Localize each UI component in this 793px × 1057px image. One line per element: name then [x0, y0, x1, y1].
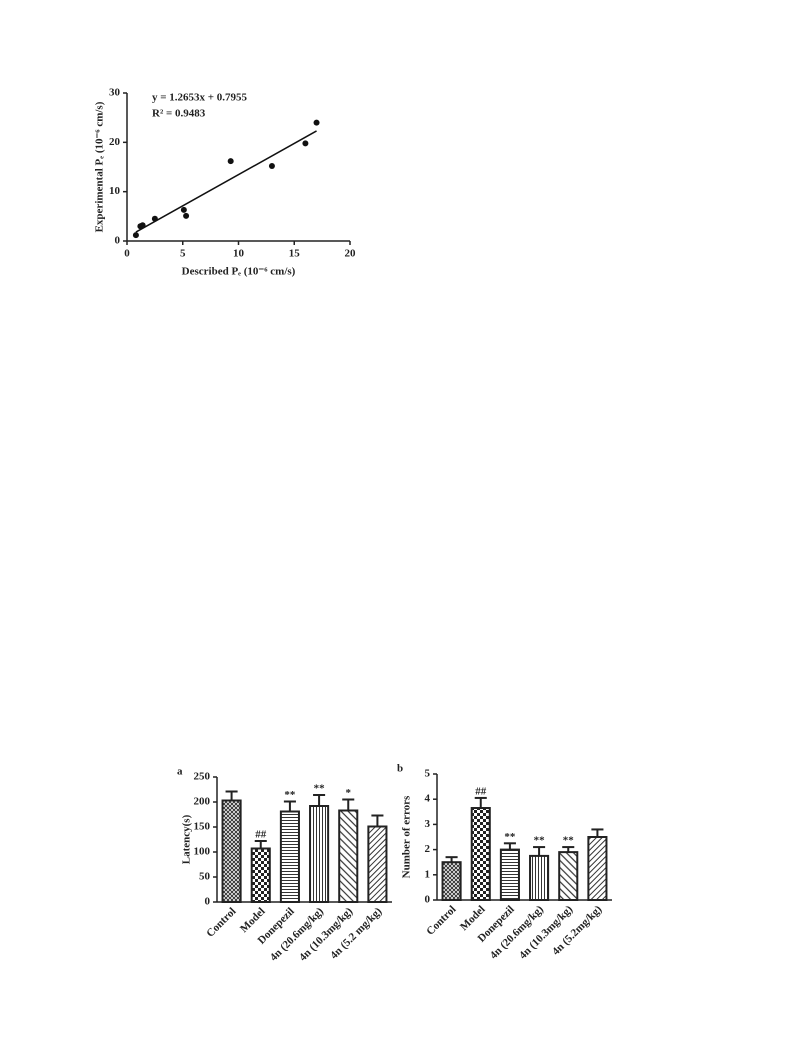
bar	[470, 807, 491, 902]
y-tick-label: 30	[109, 87, 121, 99]
panel-label: a	[177, 766, 183, 778]
bar	[338, 809, 359, 903]
y-tick-label: 150	[194, 821, 211, 833]
y-tick-label: 1	[425, 868, 431, 880]
y-tick-label: 50	[199, 871, 211, 883]
point	[180, 206, 187, 213]
bar	[367, 825, 388, 903]
y-tick-label: 10	[109, 185, 121, 197]
x-tick-label: Control	[204, 905, 238, 939]
x-tick-label: Control	[424, 903, 458, 937]
bar	[250, 847, 271, 903]
x-tick-label: 20	[345, 248, 357, 260]
bar	[309, 805, 330, 903]
x-tick-label: 15	[289, 248, 301, 260]
significance-label: **	[534, 835, 546, 847]
annotation: R² = 0.9483	[152, 108, 206, 120]
point	[268, 163, 275, 170]
bar	[587, 836, 608, 901]
y-tick-label: 0	[115, 235, 121, 247]
significance-label: **	[563, 835, 575, 847]
x-tick-label: 0	[124, 248, 130, 260]
y-tick-label: 3	[425, 818, 431, 830]
point	[151, 215, 158, 222]
y-tick-label: 4	[425, 793, 431, 805]
regression-line	[135, 130, 317, 233]
y-tick-label: 5	[425, 768, 431, 780]
x-tick-label: 10	[233, 248, 245, 260]
y-axis-label: Latency(s)	[181, 814, 193, 864]
bar	[558, 851, 579, 901]
y-axis-label: Number of errors	[401, 795, 413, 878]
point	[302, 140, 309, 147]
significance-label: *	[346, 787, 352, 799]
point	[132, 232, 139, 239]
significance-label: **	[284, 789, 296, 801]
y-axis-label: Experimental Pₑ (10⁻⁶ cm/s)	[94, 101, 106, 232]
point	[139, 222, 146, 229]
significance-label: **	[314, 783, 326, 795]
x-tick-label: 4n (5.2 mg/kg)	[328, 905, 384, 961]
bar	[499, 848, 520, 901]
significance-label: ##	[475, 785, 487, 797]
y-tick-label: 20	[109, 136, 121, 148]
x-axis-label: Described Pₑ (10⁻⁶ cm/s)	[182, 266, 296, 278]
y-tick-label: 2	[425, 843, 431, 855]
y-tick-label: 0	[205, 896, 211, 908]
bar	[441, 861, 462, 902]
y-tick-label: 0	[425, 894, 431, 906]
bar	[529, 854, 550, 902]
annotation: y = 1.2653x + 0.7955	[152, 92, 248, 104]
y-tick-label: 100	[194, 846, 211, 858]
point	[183, 212, 190, 219]
panel-label: b	[397, 763, 403, 775]
point	[313, 119, 320, 126]
significance-label: ##	[255, 829, 267, 841]
x-tick-label: 5	[180, 248, 186, 260]
bar	[279, 810, 300, 903]
bar	[221, 799, 242, 903]
y-tick-label: 200	[194, 796, 211, 808]
significance-label: **	[504, 831, 516, 843]
point	[227, 158, 234, 165]
y-tick-label: 250	[194, 771, 211, 783]
